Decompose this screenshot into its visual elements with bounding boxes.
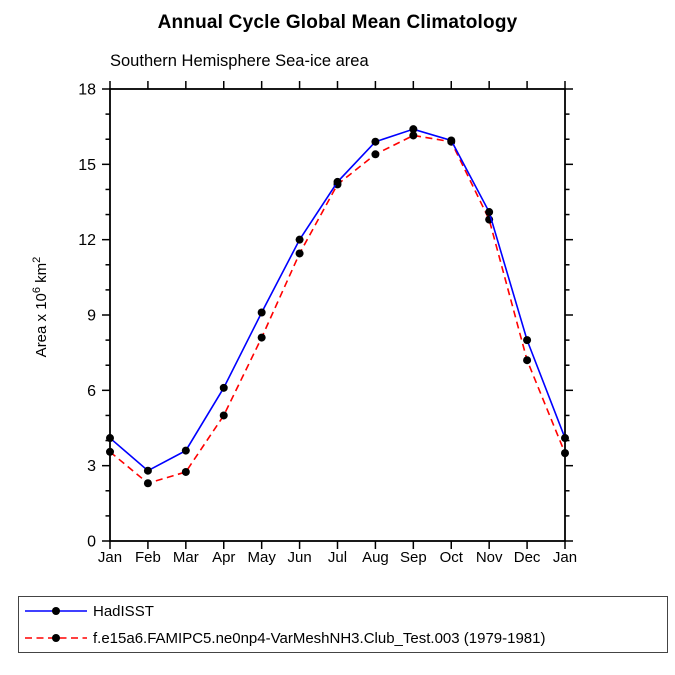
y-tick-label: 18 bbox=[78, 82, 96, 99]
data-point-marker bbox=[106, 447, 114, 456]
data-point-marker bbox=[561, 434, 569, 443]
plot-box bbox=[109, 88, 566, 542]
legend-box: HadISST f.e15a6.FAMIPC5.ne0np4-VarMeshNH… bbox=[18, 596, 668, 653]
y-tick-label: 0 bbox=[87, 534, 96, 551]
legend-row-model: f.e15a6.FAMIPC5.ne0np4-VarMeshNH3.Club_T… bbox=[22, 625, 667, 652]
legend-sample-marker bbox=[52, 634, 60, 642]
data-point-marker bbox=[295, 249, 304, 258]
legend-line-hadisst-icon bbox=[25, 607, 87, 615]
y-tick-label: 9 bbox=[87, 308, 96, 325]
data-point-marker bbox=[181, 446, 190, 455]
data-point-marker bbox=[333, 177, 342, 186]
legend-sample-marker bbox=[52, 607, 60, 615]
x-tick-label: May bbox=[247, 549, 276, 566]
x-tick-label: Aug bbox=[362, 549, 389, 566]
x-tick-label: Jun bbox=[287, 549, 311, 566]
x-tick-label: Oct bbox=[440, 549, 464, 566]
data-point-marker bbox=[143, 479, 152, 488]
y-tick-label: 15 bbox=[78, 157, 96, 174]
data-point-marker bbox=[219, 383, 228, 392]
chart-subtitle: Southern Hemisphere Sea-ice area bbox=[110, 52, 369, 70]
x-tick-label: Mar bbox=[173, 549, 199, 566]
x-tick-label: Jan bbox=[98, 549, 122, 566]
legend-label-model: f.e15a6.FAMIPC5.ne0np4-VarMeshNH3.Club_T… bbox=[93, 629, 546, 647]
data-point-marker bbox=[409, 125, 418, 134]
x-tick-label: Apr bbox=[212, 549, 235, 566]
data-point-marker bbox=[447, 136, 456, 145]
data-point-marker bbox=[371, 137, 380, 146]
data-point-marker bbox=[257, 333, 266, 342]
data-point-marker bbox=[523, 356, 532, 365]
data-point-marker bbox=[371, 150, 380, 159]
x-tick-label: Sep bbox=[400, 549, 427, 566]
data-point-marker bbox=[181, 467, 190, 476]
x-tick-label: Jan bbox=[553, 549, 577, 566]
data-point-marker bbox=[561, 449, 569, 458]
x-tick-label: Nov bbox=[476, 549, 503, 566]
data-point-marker bbox=[523, 336, 532, 345]
y-tick-label: 6 bbox=[87, 383, 96, 400]
data-point-marker bbox=[143, 466, 152, 475]
plot-area: Jan Feb Mar Apr May Jun Jul Aug Sep Oct Nov Dec Jan0… bbox=[31, 81, 577, 566]
x-tick-label: Dec bbox=[514, 549, 541, 566]
y-tick-label: 3 bbox=[87, 458, 96, 475]
x-tick-label: Jul bbox=[328, 549, 347, 566]
y-tick-label: 12 bbox=[78, 232, 96, 249]
legend-line-model-icon bbox=[25, 634, 87, 642]
data-point-marker bbox=[106, 434, 114, 443]
y-axis-title: Area x 106 km2 bbox=[31, 257, 50, 358]
legend-row-hadisst: HadISST bbox=[22, 598, 667, 625]
data-point-marker bbox=[485, 208, 494, 217]
data-point-marker bbox=[409, 131, 418, 140]
x-tick-label: Feb bbox=[135, 549, 161, 566]
chart-title: Annual Cycle Global Mean Climatology bbox=[157, 12, 518, 33]
data-point-marker bbox=[257, 308, 266, 317]
legend-label-hadisst: HadISST bbox=[93, 602, 154, 620]
data-point-marker bbox=[295, 235, 304, 244]
data-point-marker bbox=[219, 411, 228, 420]
